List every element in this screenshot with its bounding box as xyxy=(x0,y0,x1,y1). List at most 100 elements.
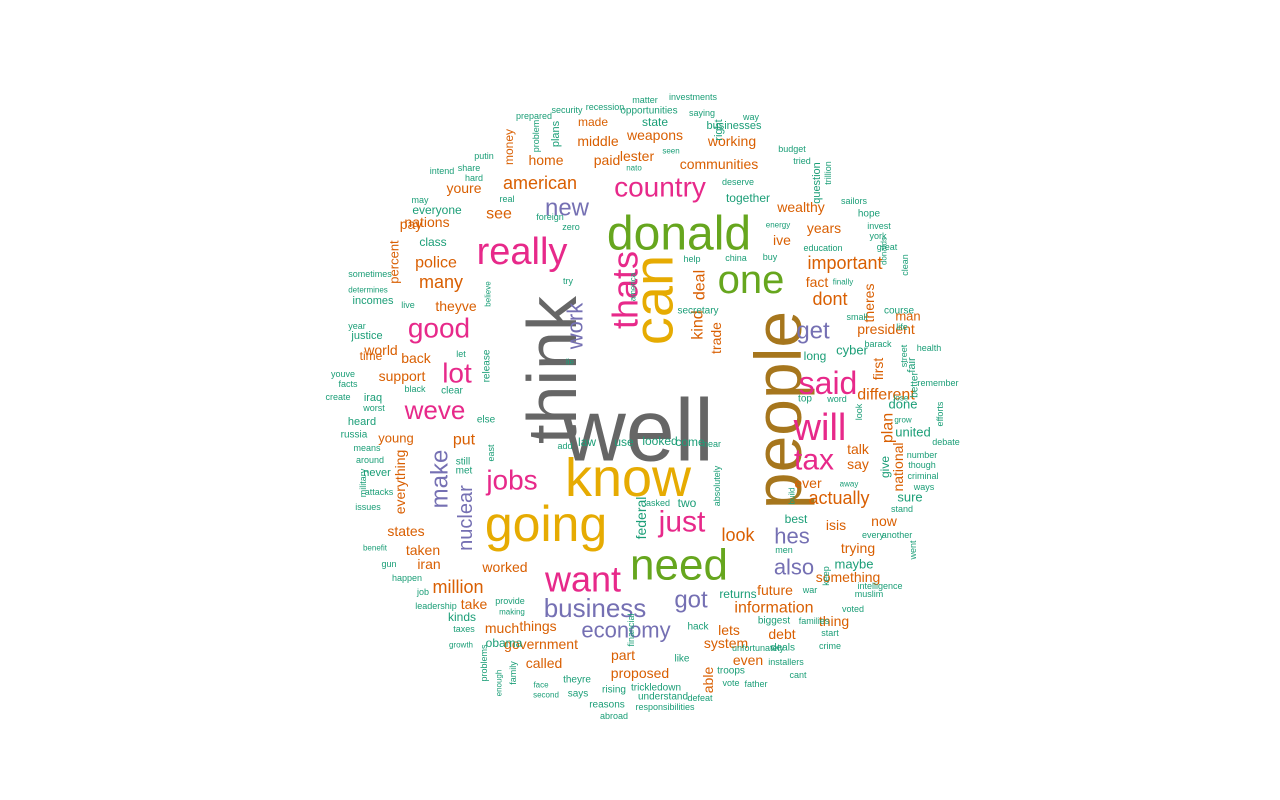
word-troops: troops xyxy=(717,666,745,677)
word-class: class xyxy=(419,235,446,249)
word-says: says xyxy=(568,689,589,700)
word-worked: worked xyxy=(481,559,527,575)
word-trade: trade xyxy=(708,322,724,354)
word-trickledown: trickledown xyxy=(631,683,681,694)
word-every: every xyxy=(862,530,885,540)
word-can: can xyxy=(622,255,685,345)
word-pay: pay xyxy=(400,216,423,232)
word-zero: zero xyxy=(562,222,580,232)
word-still: still xyxy=(456,457,470,468)
word-police: police xyxy=(415,255,457,272)
word-investments: investments xyxy=(669,92,718,102)
word-china: china xyxy=(725,253,747,263)
word-great: great xyxy=(877,242,898,252)
word-hard: hard xyxy=(465,173,483,183)
word-education: education xyxy=(803,243,842,253)
word-sure: sure xyxy=(897,490,922,505)
word-met: met xyxy=(456,466,473,477)
word-together: together xyxy=(726,191,770,205)
word-financial: financial xyxy=(626,613,636,646)
word-plans: plans xyxy=(550,120,562,147)
word-clean: clean xyxy=(900,254,910,276)
word-provide: provide xyxy=(495,596,525,606)
word-crime: crime xyxy=(819,641,841,651)
word-like: like xyxy=(674,654,689,665)
word-hack: hack xyxy=(687,622,709,633)
word-taken: taken xyxy=(406,542,440,558)
word-law: law xyxy=(578,435,596,449)
word-installers: installers xyxy=(768,657,804,667)
word-ever: ever xyxy=(794,475,822,491)
word-first: first xyxy=(870,358,886,381)
word-new: new xyxy=(545,195,590,222)
word-around: around xyxy=(356,455,384,465)
word-budget: budget xyxy=(778,144,806,154)
word-reasons: reasons xyxy=(589,700,625,711)
word-see: see xyxy=(486,206,512,223)
word-theyre: theyre xyxy=(563,675,591,686)
word-donalds: donalds xyxy=(880,237,889,265)
word-lester: lester xyxy=(620,148,655,164)
word-facts: facts xyxy=(338,379,358,389)
word-lie: lie xyxy=(566,358,575,367)
word-job: job xyxy=(416,587,429,597)
word-cant: cant xyxy=(789,670,807,680)
word-question: question xyxy=(811,162,823,204)
word-even: even xyxy=(733,652,763,668)
word-many: many xyxy=(419,272,463,292)
word-hope: hope xyxy=(858,209,881,220)
word-prepared: prepared xyxy=(516,111,552,121)
word-seen: seen xyxy=(662,147,679,156)
word-asked: asked xyxy=(646,498,670,508)
word-russia: russia xyxy=(341,430,368,441)
word-clear: clear xyxy=(441,386,463,397)
word-businesses: businesses xyxy=(706,120,762,132)
word-debt: debt xyxy=(768,626,795,642)
word-get: get xyxy=(796,318,830,345)
word-use: use xyxy=(614,435,634,449)
word-million: million xyxy=(432,577,483,597)
word-lot: lot xyxy=(442,358,472,389)
word-support: support xyxy=(379,368,426,384)
word-tax: tax xyxy=(794,444,834,477)
word-problems: problems xyxy=(479,644,489,682)
word-one: one xyxy=(718,258,785,302)
word-everyone: everyone xyxy=(412,203,462,217)
word-stand: stand xyxy=(891,504,913,514)
word-thing: thing xyxy=(819,613,849,629)
word-called: called xyxy=(526,655,563,671)
word-money: money xyxy=(502,129,516,165)
word-thats: thats xyxy=(605,251,646,329)
word-said: said xyxy=(799,365,858,401)
word-sailors: sailors xyxy=(841,196,868,206)
word-york: york xyxy=(869,231,887,241)
word-weapons: weapons xyxy=(626,127,683,143)
word-important: important xyxy=(807,253,882,273)
word-trying: trying xyxy=(841,540,875,556)
word-talk: talk xyxy=(847,441,870,457)
word-communities: communities xyxy=(680,156,759,172)
word-actually: actually xyxy=(808,488,869,508)
word-another: another xyxy=(882,530,913,540)
word-government: government xyxy=(504,636,578,652)
word-second: second xyxy=(533,691,559,700)
word-man: man xyxy=(895,309,920,324)
word-fair: fair xyxy=(906,357,918,373)
word-information: information xyxy=(734,600,813,617)
word-word: word xyxy=(826,394,847,404)
word-federal: federal xyxy=(633,497,649,540)
word-else: else xyxy=(477,415,496,426)
word-start: start xyxy=(821,628,839,638)
word-health: health xyxy=(917,343,942,353)
word-made: made xyxy=(578,115,608,129)
word-top: top xyxy=(798,394,812,405)
word-issues: issues xyxy=(355,502,381,512)
word-obama: obama xyxy=(486,636,523,650)
word-long: long xyxy=(804,349,827,363)
word-release: release xyxy=(482,349,493,382)
word-time: time xyxy=(360,349,383,363)
word-middle: middle xyxy=(577,133,618,149)
word-work: work xyxy=(563,302,588,350)
word-jobs: jobs xyxy=(485,465,537,496)
